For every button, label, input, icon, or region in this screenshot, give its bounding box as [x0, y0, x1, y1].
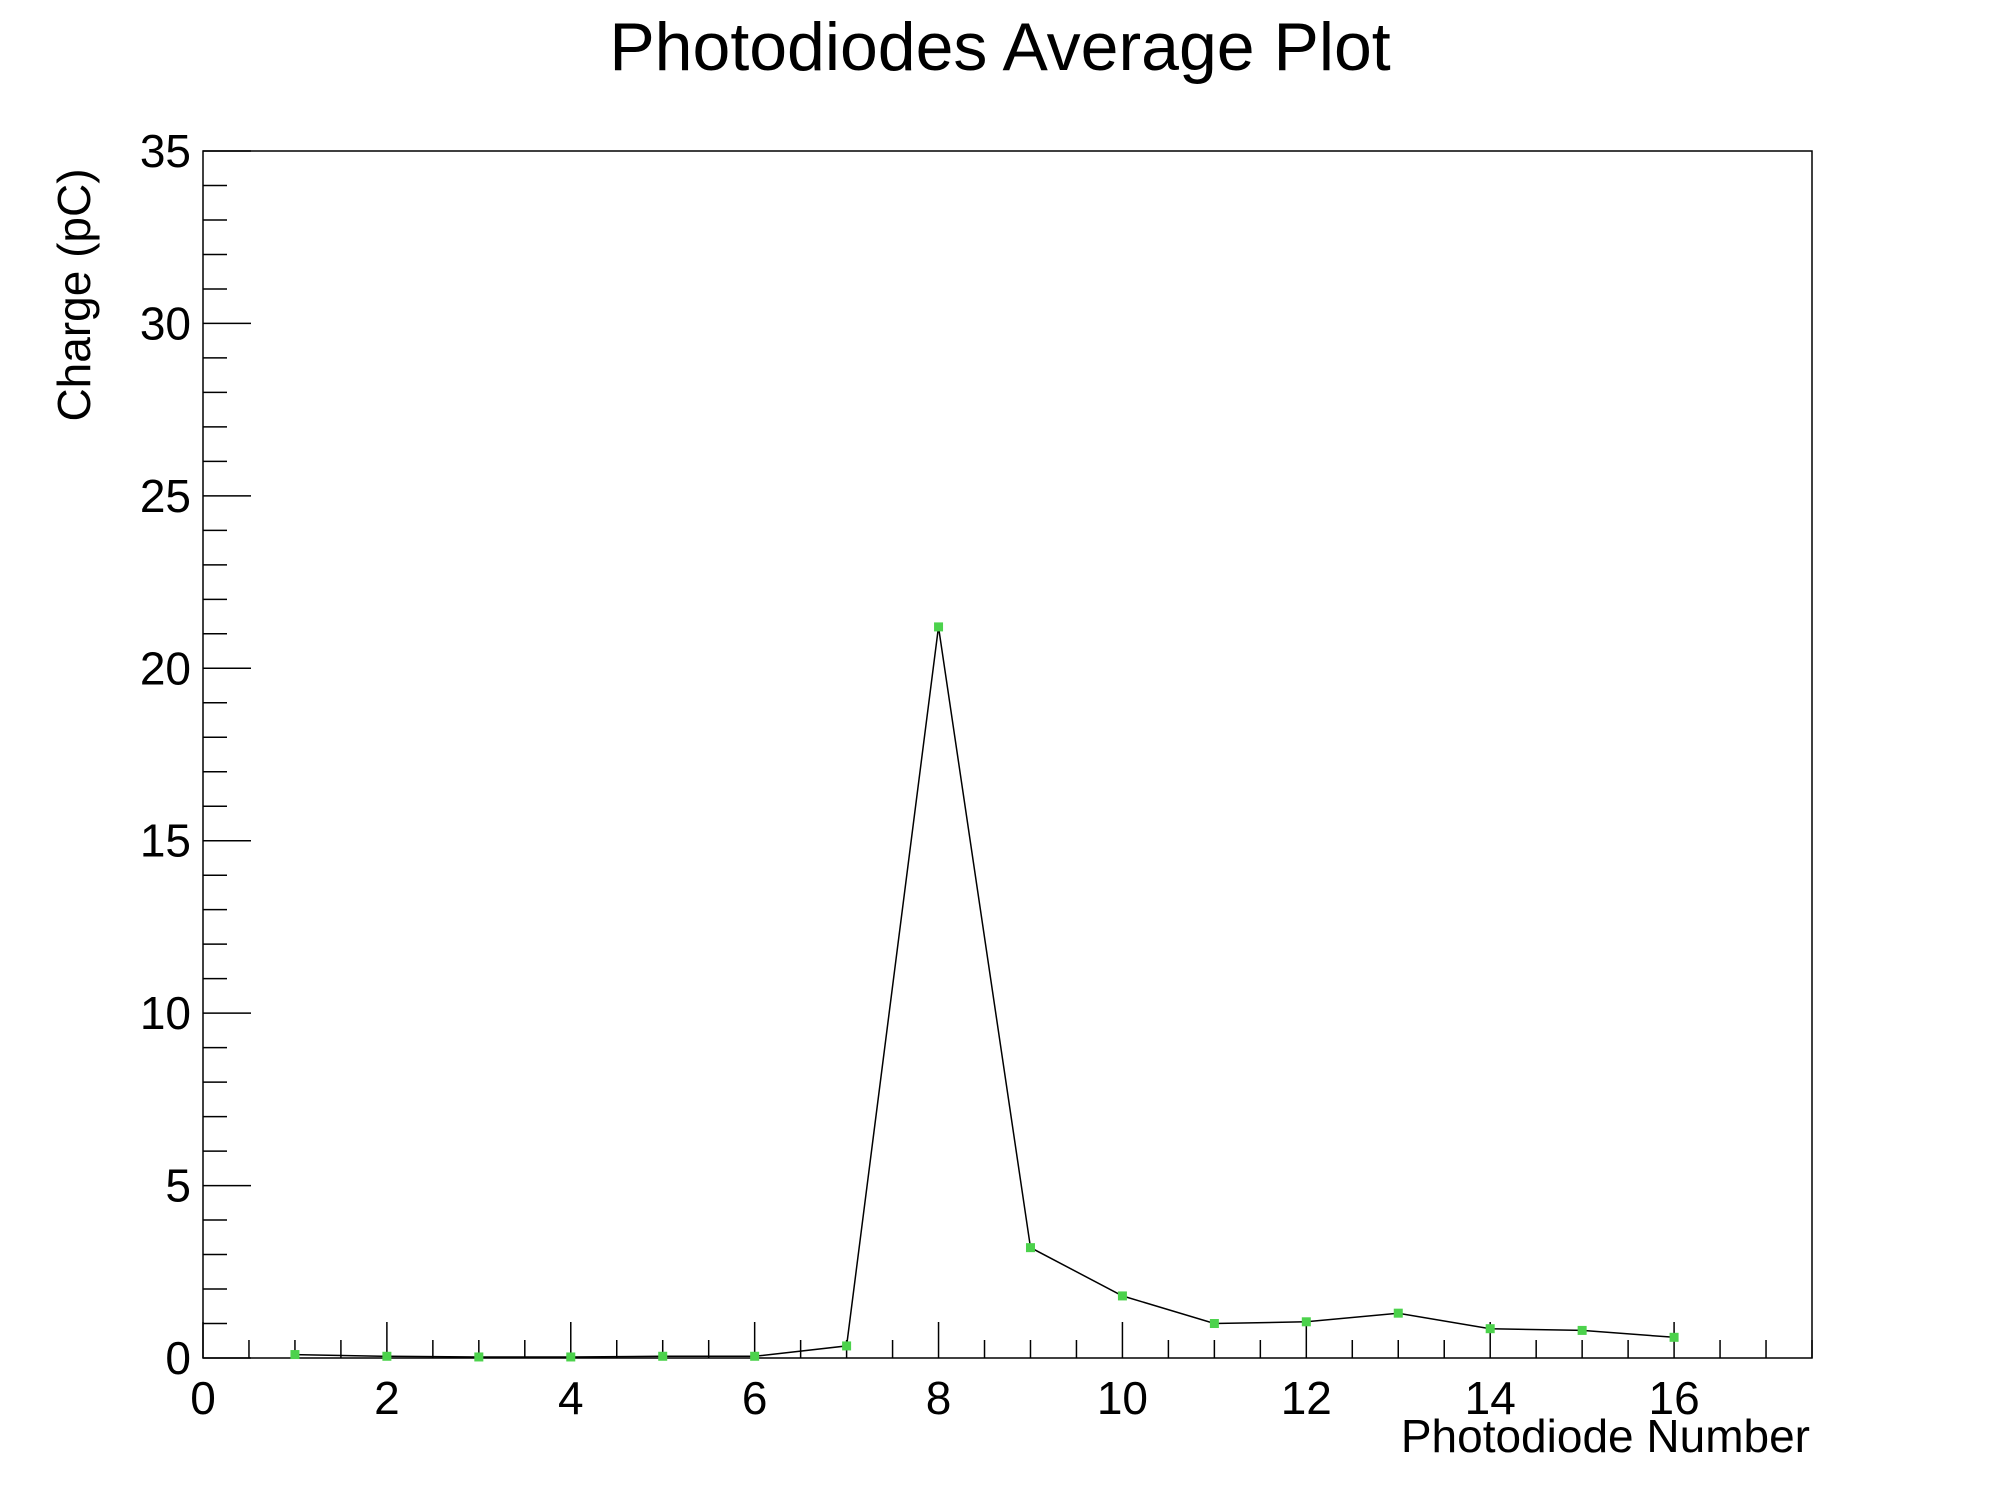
series [290, 622, 1679, 1362]
y-tick-label: 5 [165, 1160, 191, 1212]
y-tick-label: 35 [140, 125, 191, 177]
chart-title: Photodiodes Average Plot [609, 9, 1390, 85]
x-tick-label: 6 [742, 1372, 768, 1424]
data-point [1025, 1243, 1035, 1253]
y-tick-label: 25 [140, 470, 191, 522]
x-tick-label: 10 [1097, 1372, 1148, 1424]
y-tick-label: 10 [140, 987, 191, 1039]
data-point [750, 1351, 760, 1361]
x-tick-label: 12 [1281, 1372, 1332, 1424]
x-axis-title: Photodiode Number [1401, 1410, 1810, 1462]
y-tick-label: 30 [140, 297, 191, 349]
x-tick-label: 4 [558, 1372, 584, 1424]
data-point [658, 1351, 668, 1361]
series-line [294, 626, 1675, 1358]
x-tick-label: 16 [1648, 1372, 1699, 1424]
data-point [1577, 1325, 1587, 1335]
data-point [1393, 1308, 1403, 1318]
y-tick-label: 20 [140, 642, 191, 694]
y-axis-title: Charge (pC) [48, 168, 100, 421]
tick-labels: 0 2 4 6 8 10 12 14 16 0 5 10 15 20 25 30 35 [140, 125, 1700, 1424]
data-point [566, 1352, 576, 1362]
axis-ticks [202, 150, 1813, 1359]
x-tick-label: 8 [926, 1372, 952, 1424]
data-point [934, 622, 944, 632]
y-tick-label: 0 [165, 1332, 191, 1384]
data-point [474, 1352, 484, 1362]
data-point [290, 1350, 300, 1360]
data-point [382, 1351, 392, 1361]
data-point [842, 1341, 852, 1351]
plot-frame [202, 150, 1813, 1359]
data-point [1485, 1324, 1495, 1334]
data-point [1669, 1332, 1679, 1342]
data-point [1301, 1317, 1311, 1327]
data-point [1209, 1319, 1219, 1329]
x-tick-label: 0 [190, 1372, 216, 1424]
data-point [1117, 1291, 1127, 1301]
y-tick-label: 15 [140, 815, 191, 867]
x-tick-label: 2 [374, 1372, 400, 1424]
x-tick-label: 14 [1465, 1372, 1516, 1424]
